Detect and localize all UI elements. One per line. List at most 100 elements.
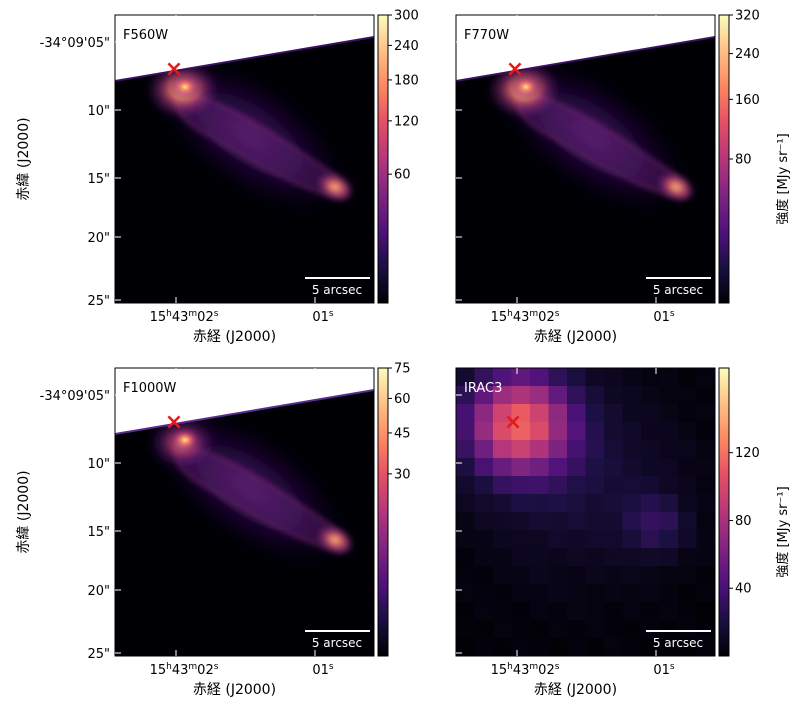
- scalebar-label: 5 arcsec: [312, 283, 362, 297]
- band-label: F770W: [464, 28, 509, 43]
- irac-pixel: [456, 584, 476, 603]
- tail-knot-glow: [655, 170, 697, 204]
- irac-pixel: [530, 548, 550, 567]
- colorbar-gradient: [718, 367, 730, 657]
- irac-pixel: [511, 458, 531, 477]
- irac-pixel: [474, 476, 494, 495]
- irac-pixel: [604, 548, 624, 567]
- irac-pixel: [567, 404, 587, 423]
- irac-pixel: [585, 422, 605, 441]
- irac-pixel: [493, 548, 513, 567]
- irac-pixel: [548, 638, 568, 656]
- irac-pixel: [585, 584, 605, 603]
- irac-pixel: [604, 440, 624, 459]
- irac-pixel: [474, 404, 494, 423]
- irac-pixel: [659, 530, 679, 549]
- irac-pixel: [585, 638, 605, 656]
- irac-pixel: [567, 494, 587, 513]
- irac-pixel: [548, 458, 568, 477]
- irac-pixel: [548, 476, 568, 495]
- x-tick-label: 01s: [312, 309, 334, 325]
- irac-pixel: [530, 458, 550, 477]
- colorbar-gradient: [377, 367, 389, 657]
- irac-pixel: [530, 584, 550, 603]
- masked-region: [115, 15, 374, 81]
- irac-pixel: [641, 386, 661, 405]
- irac-pixel: [548, 386, 568, 405]
- irac-pixel: [659, 602, 679, 621]
- irac-pixel: [456, 566, 476, 585]
- source-marker: ×: [165, 57, 183, 82]
- irac-pixel: [696, 566, 715, 585]
- irac-pixel: [696, 602, 715, 621]
- irac-pixel: [474, 368, 494, 387]
- irac-pixel: [548, 512, 568, 531]
- image-F560W: [115, 15, 374, 303]
- irac-pixel: [622, 602, 642, 621]
- irac-pixel: [696, 638, 715, 656]
- irac-pixel: [474, 422, 494, 441]
- image-frame: [114, 14, 375, 304]
- irac-pixel: [493, 566, 513, 585]
- source-marker: ×: [504, 410, 522, 435]
- mask-edge: [115, 36, 374, 82]
- irac-pixel: [604, 458, 624, 477]
- irac-pixel: [567, 638, 587, 656]
- irac-pixel: [585, 386, 605, 405]
- colorbar-tick-label: 300: [394, 9, 419, 24]
- irac-pixel: [678, 548, 698, 567]
- colorbar-tick-label: 240: [394, 39, 419, 54]
- irac-pixel: [474, 386, 494, 405]
- irac-pixel: [678, 422, 698, 441]
- irac-pixel: [585, 566, 605, 585]
- irac-pixel: [659, 458, 679, 477]
- x-tick-label: 01s: [312, 662, 334, 678]
- irac-pixel: [585, 368, 605, 387]
- irac-pixel: [548, 602, 568, 621]
- image-frame: [455, 14, 716, 304]
- irac-pixel: [659, 494, 679, 513]
- irac-pixel: [678, 602, 698, 621]
- irac-pixel: [493, 602, 513, 621]
- irac-pixel: [511, 584, 531, 603]
- irac-pixel: [474, 566, 494, 585]
- irac-pixel: [622, 566, 642, 585]
- irac-pixel: [585, 458, 605, 477]
- colorbar-label: 強度 [MJy sr⁻¹]: [775, 133, 791, 224]
- irac-pixel: [530, 620, 550, 639]
- irac-pixel: [678, 404, 698, 423]
- irac-pixel: [511, 638, 531, 656]
- irac-pixel: [474, 494, 494, 513]
- irac-pixel: [678, 494, 698, 513]
- colorbar-tick-label: 120: [735, 446, 760, 461]
- irac-pixel: [456, 512, 476, 531]
- irac-pixel: [659, 620, 679, 639]
- irac-pixel: [604, 512, 624, 531]
- irac-pixel: [511, 548, 531, 567]
- irac-pixel: [530, 476, 550, 495]
- irac-pixel: [678, 530, 698, 549]
- y-axis-label: 赤緯 (J2000): [16, 117, 32, 200]
- irac-pixel: [622, 620, 642, 639]
- x-axis-label: 赤経 (J2000): [193, 682, 276, 698]
- irac-pixel: [567, 512, 587, 531]
- panel-bottom-right: IRAC3× 5 arcsec 15h43m02s 01s 赤経 (J2000) 120 8…: [455, 367, 791, 698]
- colorbar-tick-label: 320: [735, 9, 760, 24]
- irac-pixel: [641, 602, 661, 621]
- y-tick-label: 25": [87, 294, 110, 309]
- y-tick-label: 15": [87, 172, 110, 187]
- irac-pixel: [622, 512, 642, 531]
- colorbar: 120 80 40 強度 [MJy sr⁻¹]: [718, 367, 791, 657]
- irac-pixel: [548, 584, 568, 603]
- irac-pixel: [456, 602, 476, 621]
- scalebar-label: 5 arcsec: [312, 636, 362, 650]
- irac-pixel: [696, 368, 715, 387]
- irac-pixel: [696, 386, 715, 405]
- irac-pixel: [678, 458, 698, 477]
- x-tick-label: 15h43m02s: [491, 662, 560, 678]
- y-tick-label: 25": [87, 647, 110, 662]
- irac-pixel: [474, 530, 494, 549]
- band-label: F1000W: [123, 381, 177, 396]
- irac-pixel: [493, 440, 513, 459]
- source-marker: ×: [165, 410, 183, 435]
